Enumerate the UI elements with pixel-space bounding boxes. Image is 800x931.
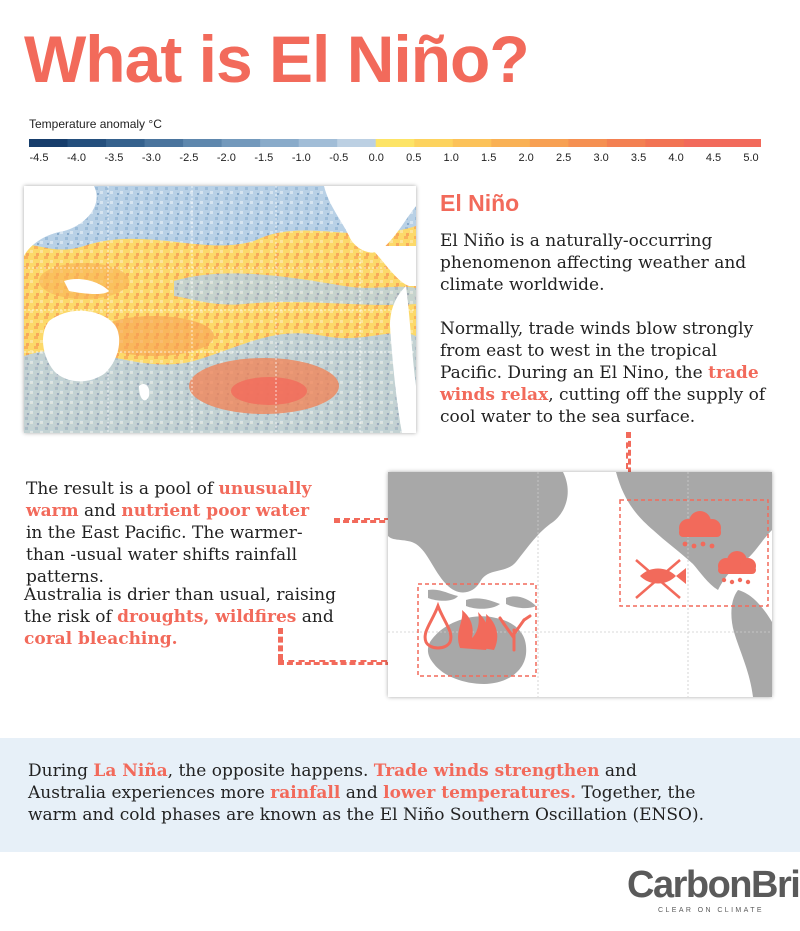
legend-title: Temperature anomaly °C — [29, 117, 162, 131]
carbonbrief-logo: CarbonBrief — [627, 864, 800, 906]
trade-winds-paragraph: Normally, trade winds blow strongly from… — [440, 319, 766, 427]
legend-color-step — [260, 139, 300, 147]
droughts-wildfires-highlight: droughts, wildfires — [117, 607, 297, 627]
legend-tick-label: 0.5 — [406, 152, 422, 164]
raincloud-icon — [718, 551, 756, 585]
trade-winds-strengthen-highlight: Trade winds strengthen — [373, 761, 600, 781]
legend-tick-label: 3.0 — [593, 152, 609, 164]
legend-tick-label: 4.5 — [705, 152, 722, 164]
unusually-warm-highlight: unusually warm — [26, 479, 312, 521]
legend-tick-label: -0.5 — [329, 152, 349, 164]
legend-color-step — [298, 139, 338, 147]
el-nino-intro: El Niño is a naturally-occurring phenome… — [440, 231, 747, 295]
legend-tick-label: -1.0 — [291, 152, 311, 164]
legend-tick-label: -1.5 — [254, 152, 274, 164]
coral-icon — [498, 614, 532, 652]
la-nina-highlight: La Niña — [93, 761, 168, 781]
legend-tick-label: 2.0 — [518, 152, 534, 164]
wildfire-icon — [458, 610, 498, 650]
legend-color-step — [144, 139, 184, 147]
legend-color-step — [491, 139, 531, 147]
sst-anomaly-map — [24, 186, 416, 433]
raincloud-icon — [679, 511, 721, 549]
legend-tick-label: -3.5 — [104, 152, 124, 164]
legend-color-step — [414, 139, 454, 147]
el-nino-heading: El Niño — [440, 190, 520, 216]
la-nina-panel: During La Niña, the opposite happens. Tr… — [0, 738, 800, 852]
temperature-legend-bar — [29, 139, 761, 147]
legend-tick-label: -4.5 — [29, 152, 49, 164]
legend-tick-label: 1.0 — [443, 152, 459, 164]
page-title: What is El Niño? — [24, 22, 530, 96]
drought-drop-icon — [423, 601, 453, 650]
carbonbrief-tagline: CLEAR ON CLIMATE — [658, 907, 764, 914]
legend-color-step — [645, 139, 685, 147]
legend-tick-label: -4.0 — [66, 152, 86, 164]
legend-color-step — [67, 139, 107, 147]
legend-color-step — [683, 139, 723, 147]
result-paragraph: The result is a pool of unusually warm a… — [26, 479, 312, 587]
connector-australia-vertical — [278, 628, 283, 660]
legend-tick-label: 2.5 — [555, 152, 572, 164]
legend-color-step — [529, 139, 569, 147]
trade-winds-relax-highlight: trade winds relax — [440, 363, 759, 405]
legend-tick-label: 0.0 — [368, 152, 384, 164]
legend-color-step — [375, 139, 415, 147]
dead-fish-icon — [635, 559, 686, 599]
legend-color-step — [722, 139, 761, 147]
legend-color-step — [29, 139, 69, 147]
australia-paragraph: Australia is drier than usual, raising t… — [24, 585, 337, 649]
rainfall-highlight: rainfall — [270, 783, 341, 803]
legend-color-step — [183, 139, 223, 147]
impacts-map — [388, 472, 772, 697]
legend-color-step — [452, 139, 492, 147]
legend-tick-label: 5.0 — [743, 152, 759, 164]
lower-temperatures-highlight: lower temperatures. — [383, 783, 577, 803]
legend-tick-label: 4.0 — [668, 152, 684, 164]
legend-tick-label: -3.0 — [141, 152, 161, 164]
legend-color-step — [337, 139, 377, 147]
legend-color-step — [106, 139, 146, 147]
legend-tick-label: 1.5 — [481, 152, 497, 164]
coral-bleaching-highlight: coral bleaching. — [24, 629, 178, 649]
legend-tick-label: -2.5 — [179, 152, 199, 164]
legend-ticks: -4.5 -4.0 -3.5 -3.0 -2.5 -2.0 -1.5 -1.0 -0.5 0.0 0… — [29, 152, 761, 166]
la-nina-paragraph: During La Niña, the opposite happens. Tr… — [28, 761, 705, 825]
legend-tick-label: 3.5 — [630, 152, 647, 164]
legend-color-step — [606, 139, 646, 147]
nutrient-poor-highlight: nutrient poor water — [121, 501, 310, 521]
legend-color-step — [221, 139, 261, 147]
legend-color-step — [568, 139, 608, 147]
legend-tick-label: -2.0 — [216, 152, 236, 164]
